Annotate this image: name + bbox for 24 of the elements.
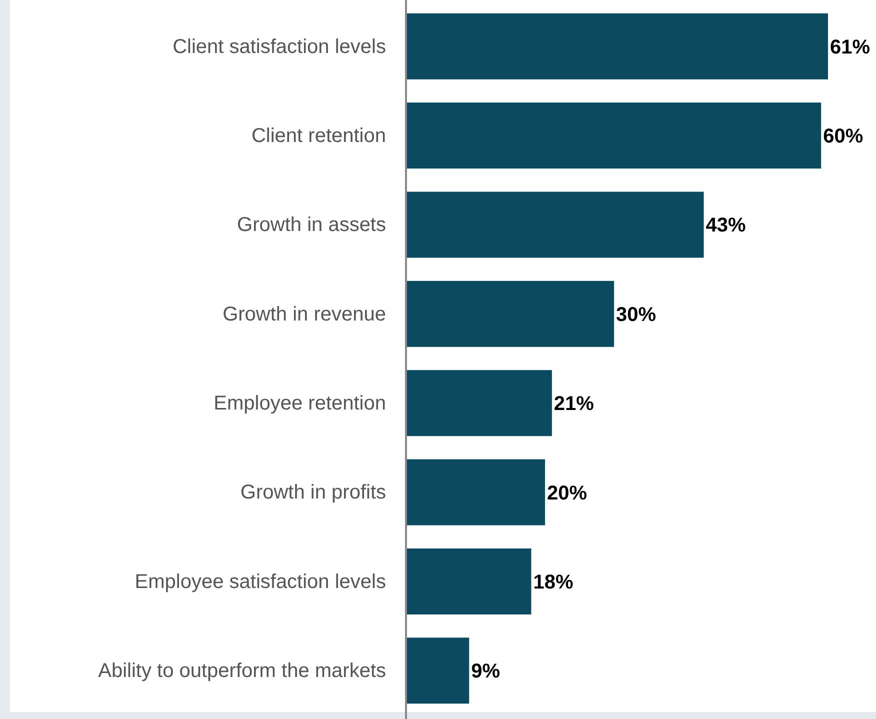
bar [407, 102, 822, 169]
bar [407, 370, 552, 436]
y-tick-label: Growth in assets [237, 214, 386, 236]
data-label: 43% [706, 214, 746, 237]
bar [407, 280, 614, 347]
y-tick-label: Ability to outperform the markets [98, 660, 386, 682]
bar [407, 13, 828, 80]
data-label: 30% [616, 304, 656, 326]
data-label: 20% [547, 482, 588, 504]
y-tick-label: Employee retention [214, 392, 386, 414]
bar [407, 638, 470, 704]
y-tick-label: Client satisfaction levels [172, 36, 386, 58]
data-label: 21% [554, 393, 594, 416]
y-tick-label: Growth in profits [240, 482, 386, 504]
data-label: 61% [830, 36, 870, 58]
y-tick-label: Client retention [251, 124, 386, 147]
data-label: 9% [471, 660, 500, 683]
bar [407, 459, 546, 526]
y-tick-label: Employee satisfaction levels [134, 570, 386, 593]
bar [407, 192, 704, 258]
data-label: 18% [533, 571, 574, 594]
y-tick-label: Growth in revenue [222, 303, 386, 326]
data-label: 60% [823, 126, 864, 148]
bar [407, 548, 532, 614]
